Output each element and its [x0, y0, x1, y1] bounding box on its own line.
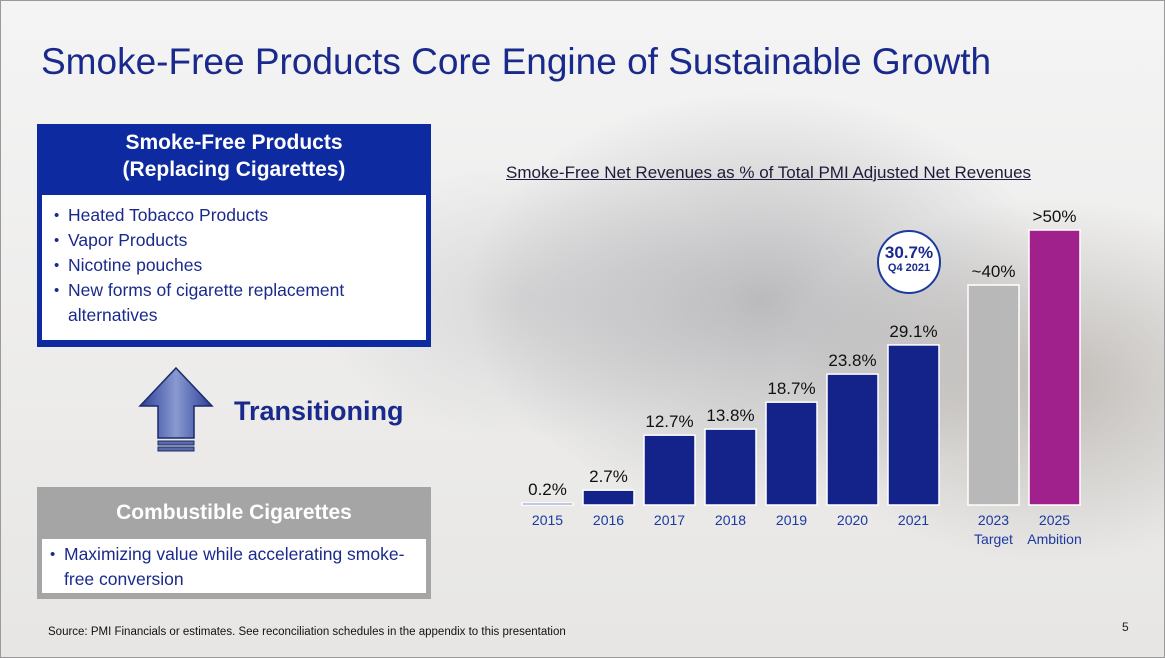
- data-label-2018: 13.8%: [706, 406, 754, 425]
- bar-2019: [765, 401, 818, 506]
- bar-2016: [582, 489, 635, 506]
- data-label-2017: 12.7%: [645, 412, 693, 431]
- smoke-free-products-box: Smoke-Free Products (Replacing Cigarette…: [37, 124, 431, 347]
- page-title: Smoke-Free Products Core Engine of Susta…: [41, 41, 992, 82]
- tick-sublabel-2023: Target: [974, 531, 1013, 547]
- tick-label-2021: 2021: [898, 512, 929, 528]
- bar-2017: [643, 434, 696, 506]
- tick-label-2018: 2018: [715, 512, 746, 528]
- q4-2021-badge: 30.7% Q4 2021: [877, 230, 941, 294]
- combustible-box-list: Maximizing value while accelerating smok…: [42, 539, 426, 593]
- tick-label-2025: 2025: [1039, 512, 1070, 528]
- bar-2020: [826, 373, 879, 506]
- badge-value: 30.7%: [884, 243, 934, 262]
- bar-2025: [1028, 229, 1081, 506]
- smoke-free-box-list: Heated Tobacco Products Vapor Products N…: [42, 195, 426, 340]
- data-label-2019: 18.7%: [767, 379, 815, 398]
- tick-sublabel-2025: Ambition: [1027, 531, 1081, 547]
- data-label-2025: >50%: [1033, 207, 1077, 226]
- data-label-2020: 23.8%: [828, 351, 876, 370]
- bar-2018: [704, 428, 757, 506]
- data-label-2021: 29.1%: [889, 322, 937, 341]
- chart-title: Smoke-Free Net Revenues as % of Total PM…: [506, 163, 1032, 182]
- list-item: Nicotine pouches: [54, 253, 416, 278]
- list-item: Vapor Products: [54, 228, 416, 253]
- tick-label-2019: 2019: [776, 512, 807, 528]
- bar-2015: [521, 502, 574, 506]
- bar-2021: [887, 344, 940, 506]
- list-item: New forms of cigarette replacement alter…: [54, 278, 416, 328]
- list-item: Maximizing value while accelerating smok…: [50, 542, 416, 592]
- list-item: Heated Tobacco Products: [54, 203, 416, 228]
- smoke-free-box-header: Smoke-Free Products (Replacing Cigarette…: [37, 124, 431, 183]
- tick-label-2017: 2017: [654, 512, 685, 528]
- smoke-free-header-line2: (Replacing Cigarettes): [122, 158, 346, 181]
- source-note: Source: PMI Financials or estimates. See…: [48, 626, 566, 638]
- up-arrow-icon: [138, 366, 214, 452]
- tick-label-2023: 2023: [978, 512, 1009, 528]
- tick-label-2020: 2020: [837, 512, 868, 528]
- bar-2023: [967, 284, 1020, 506]
- transitioning-label: Transitioning: [234, 396, 404, 426]
- data-label-2023: ~40%: [972, 262, 1016, 281]
- data-label-2016: 2.7%: [589, 467, 628, 486]
- combustible-box-header: Combustible Cigarettes: [116, 501, 352, 524]
- badge-sub: Q4 2021: [887, 262, 931, 274]
- combustible-cigarettes-box: Combustible Cigarettes Maximizing value …: [37, 487, 431, 599]
- page-number: 5: [1122, 620, 1129, 634]
- data-label-2015: 0.2%: [528, 480, 567, 499]
- tick-label-2015: 2015: [532, 512, 563, 528]
- bar-chart: 0.2% 2.7% 12.7% 13.8% 18.7% 23.8% 29.1% ~40% >50…: [521, 207, 1082, 547]
- tick-label-2016: 2016: [593, 512, 624, 528]
- smoke-free-header-line1: Smoke-Free Products: [125, 131, 343, 154]
